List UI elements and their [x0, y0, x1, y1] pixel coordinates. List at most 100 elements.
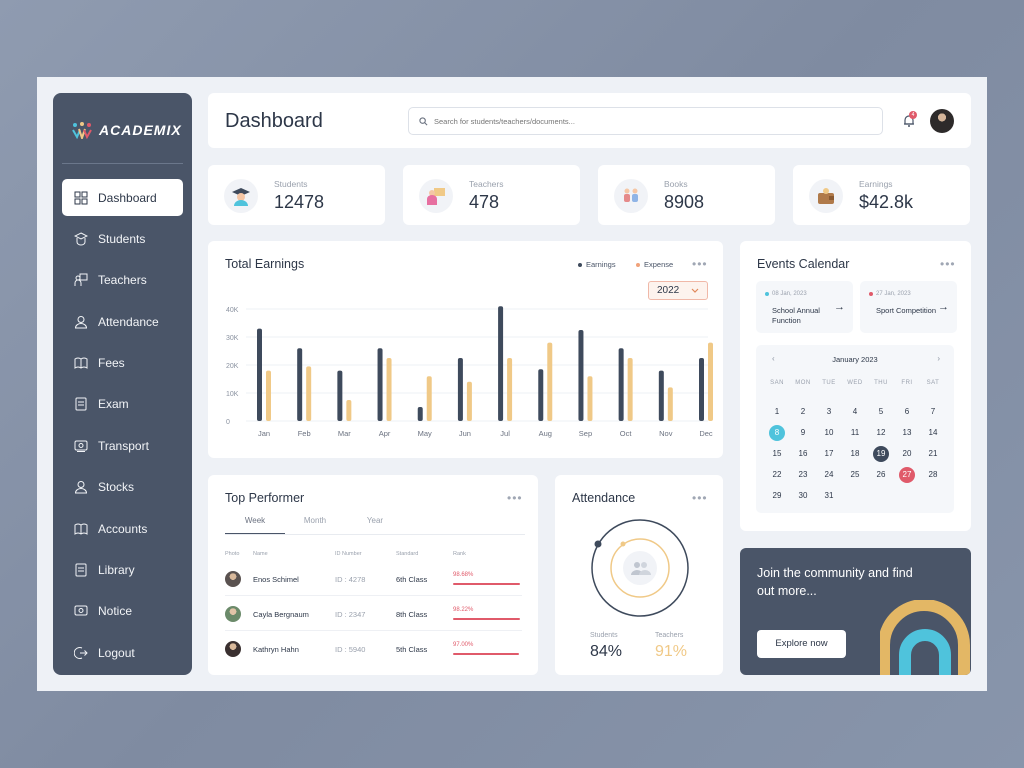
sidebar-item-logout[interactable]: Logout: [62, 634, 183, 671]
calendar-day[interactable]: 27: [894, 464, 920, 485]
table-row[interactable]: Cayla Bergnaum ID : 2347 8th Class 98.22…: [225, 596, 522, 631]
sidebar-item-stocks[interactable]: Stocks: [62, 469, 183, 506]
performer-standard: 5th Class: [396, 645, 428, 654]
bar-earnings-dec[interactable]: [699, 358, 704, 421]
more-options-icon[interactable]: •••: [940, 257, 956, 271]
y-tick-label: 10K: [226, 391, 239, 398]
brand-logo[interactable]: ACADEMIX: [71, 121, 182, 139]
calendar-day[interactable]: 15: [764, 443, 790, 464]
calendar-day-number: 25: [850, 469, 860, 479]
sidebar-item-dashboard[interactable]: Dashboard: [62, 179, 183, 216]
calendar-day[interactable]: 14: [920, 422, 946, 443]
calendar-day[interactable]: 24: [816, 464, 842, 485]
stat-card-earnings[interactable]: Earnings $42.8k: [793, 165, 970, 225]
calendar-day[interactable]: 9: [790, 422, 816, 443]
bar-earnings-apr[interactable]: [377, 348, 383, 421]
user-avatar[interactable]: [930, 109, 954, 133]
stat-card-teachers[interactable]: Teachers 478: [403, 165, 580, 225]
more-options-icon[interactable]: •••: [507, 491, 523, 505]
calendar-day[interactable]: 26: [868, 464, 894, 485]
bar-earnings-jun[interactable]: [457, 358, 463, 421]
bar-expense-may[interactable]: [426, 376, 432, 421]
bar-earnings-mar[interactable]: [337, 370, 343, 421]
calendar-day[interactable]: 13: [894, 422, 920, 443]
bar-expense-oct[interactable]: [627, 358, 633, 421]
sidebar-item-exam[interactable]: Exam: [62, 386, 183, 423]
bar-earnings-jul[interactable]: [498, 306, 504, 421]
bar-expense-mar[interactable]: [346, 400, 352, 421]
calendar-day[interactable]: 20: [894, 443, 920, 464]
tab-month[interactable]: Month: [303, 516, 327, 525]
calendar-day[interactable]: 12: [868, 422, 894, 443]
calendar-day[interactable]: 6: [894, 401, 920, 422]
bar-earnings-jan[interactable]: [257, 328, 262, 421]
calendar-day[interactable]: 7: [920, 401, 946, 422]
calendar-day[interactable]: 8: [764, 422, 790, 443]
arrow-right-icon[interactable]: →: [938, 301, 949, 313]
year-select[interactable]: 2022: [648, 281, 708, 300]
calendar-day[interactable]: 30: [790, 485, 816, 506]
calendar-day[interactable]: 17: [816, 443, 842, 464]
calendar-day[interactable]: 16: [790, 443, 816, 464]
sidebar-item-library[interactable]: Library: [62, 552, 183, 589]
table-row[interactable]: Enos Schimel ID : 4278 6th Class 98.68%: [225, 561, 522, 596]
calendar-day[interactable]: 10: [816, 422, 842, 443]
calendar-day[interactable]: 22: [764, 464, 790, 485]
calendar-day[interactable]: 1: [764, 401, 790, 422]
stat-label: Books: [664, 179, 688, 189]
calendar-day[interactable]: 31: [816, 485, 842, 506]
bar-expense-jul[interactable]: [507, 358, 513, 421]
event-card[interactable]: 27 Jan, 2023 Sport Competition →: [860, 281, 957, 333]
calendar-day[interactable]: 4: [842, 401, 868, 422]
bar-expense-sep[interactable]: [587, 376, 593, 421]
chevron-right-icon[interactable]: ›: [937, 354, 940, 363]
bar-expense-nov[interactable]: [667, 387, 673, 421]
bar-earnings-may[interactable]: [417, 407, 423, 421]
bar-earnings-feb[interactable]: [297, 348, 303, 421]
table-row[interactable]: Kathryn Hahn ID : 5940 5th Class 97.00%: [225, 631, 522, 666]
calendar-day[interactable]: 25: [842, 464, 868, 485]
bar-earnings-nov[interactable]: [658, 370, 664, 421]
calendar-day[interactable]: 23: [790, 464, 816, 485]
more-options-icon[interactable]: •••: [692, 491, 708, 505]
bar-expense-jun[interactable]: [466, 381, 472, 421]
calendar-day[interactable]: 18: [842, 443, 868, 464]
explore-now-button[interactable]: Explore now: [757, 630, 846, 658]
sidebar-item-attendance[interactable]: Attendance: [62, 303, 183, 340]
calendar-day[interactable]: 3: [816, 401, 842, 422]
calendar-day[interactable]: 2: [790, 401, 816, 422]
stat-card-books[interactable]: Books 8908: [598, 165, 775, 225]
sidebar-item-teachers[interactable]: Teachers: [62, 262, 183, 299]
bar-earnings-oct[interactable]: [618, 348, 624, 421]
search-input[interactable]: [434, 116, 874, 126]
bar-expense-apr[interactable]: [386, 358, 392, 421]
stat-card-students[interactable]: Students 12478: [208, 165, 385, 225]
chevron-left-icon[interactable]: ‹: [772, 354, 775, 363]
sidebar-item-notice[interactable]: Notice: [62, 593, 183, 630]
weekday-label: THU: [874, 380, 888, 386]
event-card[interactable]: 08 Jan, 2023 School Annual Function →: [756, 281, 853, 333]
bar-expense-aug[interactable]: [547, 342, 553, 421]
calendar-day[interactable]: 28: [920, 464, 946, 485]
bar-expense-dec[interactable]: [708, 342, 713, 421]
book-open-icon: [74, 357, 88, 369]
bar-expense-feb[interactable]: [306, 366, 312, 421]
sidebar-item-transport[interactable]: Transport: [62, 427, 183, 464]
calendar-day[interactable]: 11: [842, 422, 868, 443]
arrow-right-icon[interactable]: →: [834, 301, 845, 313]
search-box[interactable]: [408, 107, 883, 135]
calendar-day-number: 14: [928, 427, 938, 437]
more-options-icon[interactable]: •••: [692, 257, 708, 271]
calendar-day[interactable]: 21: [920, 443, 946, 464]
bar-expense-jan[interactable]: [266, 370, 271, 421]
sidebar-item-accounts[interactable]: Accounts: [62, 510, 183, 547]
bar-earnings-sep[interactable]: [578, 330, 584, 421]
tab-year[interactable]: Year: [366, 516, 384, 525]
tab-week[interactable]: Week: [225, 516, 285, 534]
sidebar-item-fees[interactable]: Fees: [62, 345, 183, 382]
bar-earnings-aug[interactable]: [538, 369, 544, 421]
calendar-day[interactable]: 19: [868, 443, 894, 464]
calendar-day[interactable]: 29: [764, 485, 790, 506]
calendar-day[interactable]: 5: [868, 401, 894, 422]
sidebar-item-students[interactable]: Students: [62, 220, 183, 257]
